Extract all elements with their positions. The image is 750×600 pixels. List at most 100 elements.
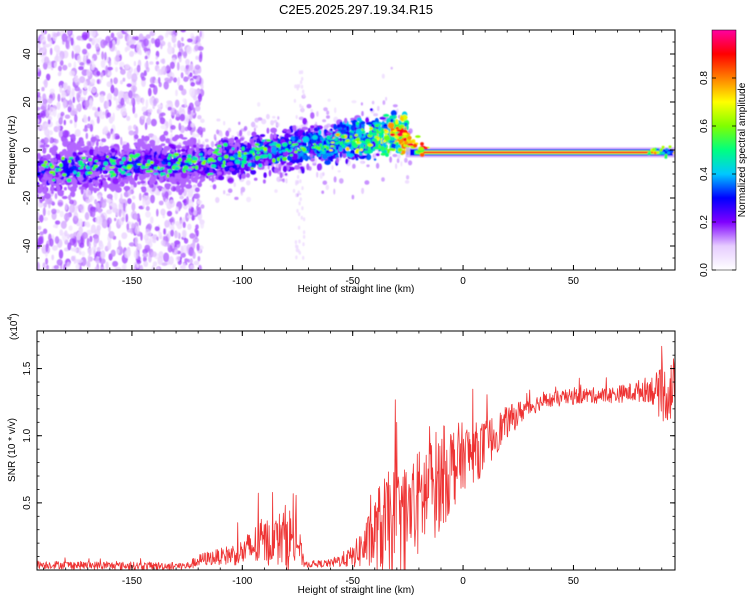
heatmap-cell <box>135 153 141 157</box>
heatmap-cell <box>43 217 48 221</box>
heatmap-cell <box>107 71 113 76</box>
heatmap-cell <box>186 196 189 205</box>
heatmap-cell <box>190 206 195 213</box>
heatmap-cell <box>74 44 81 54</box>
heatmap-cell <box>42 176 50 180</box>
heatmap-cell <box>667 151 671 155</box>
heatmap-cell <box>247 143 252 149</box>
heatmap-cell <box>230 157 236 160</box>
heatmap-cell <box>134 134 139 140</box>
heatmap-cell <box>186 139 192 145</box>
heatmap-cell <box>84 221 88 227</box>
heatmap-cell <box>160 66 164 76</box>
heatmap-cell <box>93 187 100 192</box>
heatmap-cell <box>203 144 206 149</box>
heatmap-cell <box>395 119 399 125</box>
heatmap-cell <box>104 174 109 178</box>
heatmap-cell <box>47 33 51 42</box>
heatmap-cell <box>339 129 347 133</box>
heatmap-cell <box>392 153 398 158</box>
heatmap-cell <box>89 97 93 106</box>
heatmap-cell <box>142 111 148 116</box>
heatmap-cell <box>293 125 297 132</box>
heatmap-cell <box>390 66 393 70</box>
heatmap-cell <box>156 267 160 270</box>
heatmap-cell <box>95 140 99 147</box>
heatmap-cell <box>322 180 328 185</box>
heatmap-cell <box>395 163 398 170</box>
heatmap-cell <box>365 117 370 123</box>
heatmap-cell <box>200 84 204 89</box>
heatmap-cell <box>272 115 276 119</box>
heatmap-cell <box>62 173 67 177</box>
heatmap-cell <box>58 65 62 72</box>
heatmap-cell <box>58 249 64 259</box>
heatmap-cell <box>144 244 151 252</box>
heatmap-cell <box>118 175 121 182</box>
heatmap-cell <box>80 168 85 173</box>
heatmap-cell <box>359 148 363 152</box>
heatmap-cell <box>397 147 402 153</box>
heatmap-cell <box>147 108 153 113</box>
heatmap-cell <box>118 239 122 250</box>
heatmap-cell <box>79 61 85 66</box>
heatmap-cell <box>129 39 136 45</box>
heatmap-cell <box>302 89 305 94</box>
heatmap-cell <box>131 202 136 212</box>
heatmap-cell <box>325 146 330 151</box>
heatmap-cell <box>326 135 331 140</box>
heatmap-cell <box>88 148 94 156</box>
snr-ytick-label: 1.5 <box>22 361 33 375</box>
heatmap-cell <box>306 163 310 171</box>
heatmap-cell <box>270 127 277 134</box>
heatmap-cell <box>150 37 155 44</box>
heatmap-cell <box>145 34 151 39</box>
heatmap-cell <box>90 136 96 143</box>
heatmap-cell <box>294 143 299 146</box>
heatmap-cell <box>407 143 413 146</box>
heatmap-cell <box>59 163 63 168</box>
heatmap-cell <box>404 180 410 184</box>
heatmap-cell <box>103 183 108 188</box>
heatmap-cell <box>312 135 318 140</box>
heatmap-cell <box>54 62 57 69</box>
heatmap-cell <box>147 159 151 164</box>
heatmap-cell <box>67 62 72 68</box>
heatmap-cell <box>167 156 171 160</box>
heatmap-cell <box>196 205 199 212</box>
heatmap-cell <box>278 166 282 171</box>
heatmap-cell <box>199 144 204 148</box>
heatmap-cell <box>148 254 152 263</box>
heatmap-cell <box>261 139 266 142</box>
heatmap-cell <box>347 153 355 157</box>
heatmap-cell <box>146 223 152 230</box>
heatmap-cell <box>406 124 409 131</box>
heatmap-cell <box>104 165 112 172</box>
heatmap-cell <box>178 189 183 196</box>
heatmap-cell <box>52 108 57 117</box>
heatmap-cell <box>361 128 364 131</box>
heatmap-cell <box>122 144 130 152</box>
heatmap-cell <box>375 153 380 157</box>
heatmap-cell <box>223 121 226 126</box>
heatmap-cell <box>211 159 216 163</box>
heatmap-cell <box>126 223 130 231</box>
heatmap-cell <box>355 128 363 135</box>
heatmap-cell <box>246 196 252 203</box>
heatmap-cell <box>42 228 48 235</box>
heatmap-cell <box>176 61 180 71</box>
heatmap-cell <box>164 198 169 206</box>
heatmap-cell <box>122 77 126 82</box>
snr-ytick-label: 1.0 <box>22 428 33 442</box>
heatmap-cell <box>191 172 196 177</box>
heatmap-cell <box>227 138 233 144</box>
heatmap-cell <box>384 152 390 157</box>
heatmap-cell <box>263 172 267 179</box>
snr-ylabel: SNR (10 * v/v) <box>7 418 18 482</box>
heatmap-cell <box>115 98 119 106</box>
heatmap-cell <box>187 110 192 115</box>
heatmap-cell <box>172 170 179 174</box>
heatmap-cell <box>292 188 296 193</box>
heatmap-cell <box>100 59 106 68</box>
heatmap-cell <box>173 77 178 83</box>
